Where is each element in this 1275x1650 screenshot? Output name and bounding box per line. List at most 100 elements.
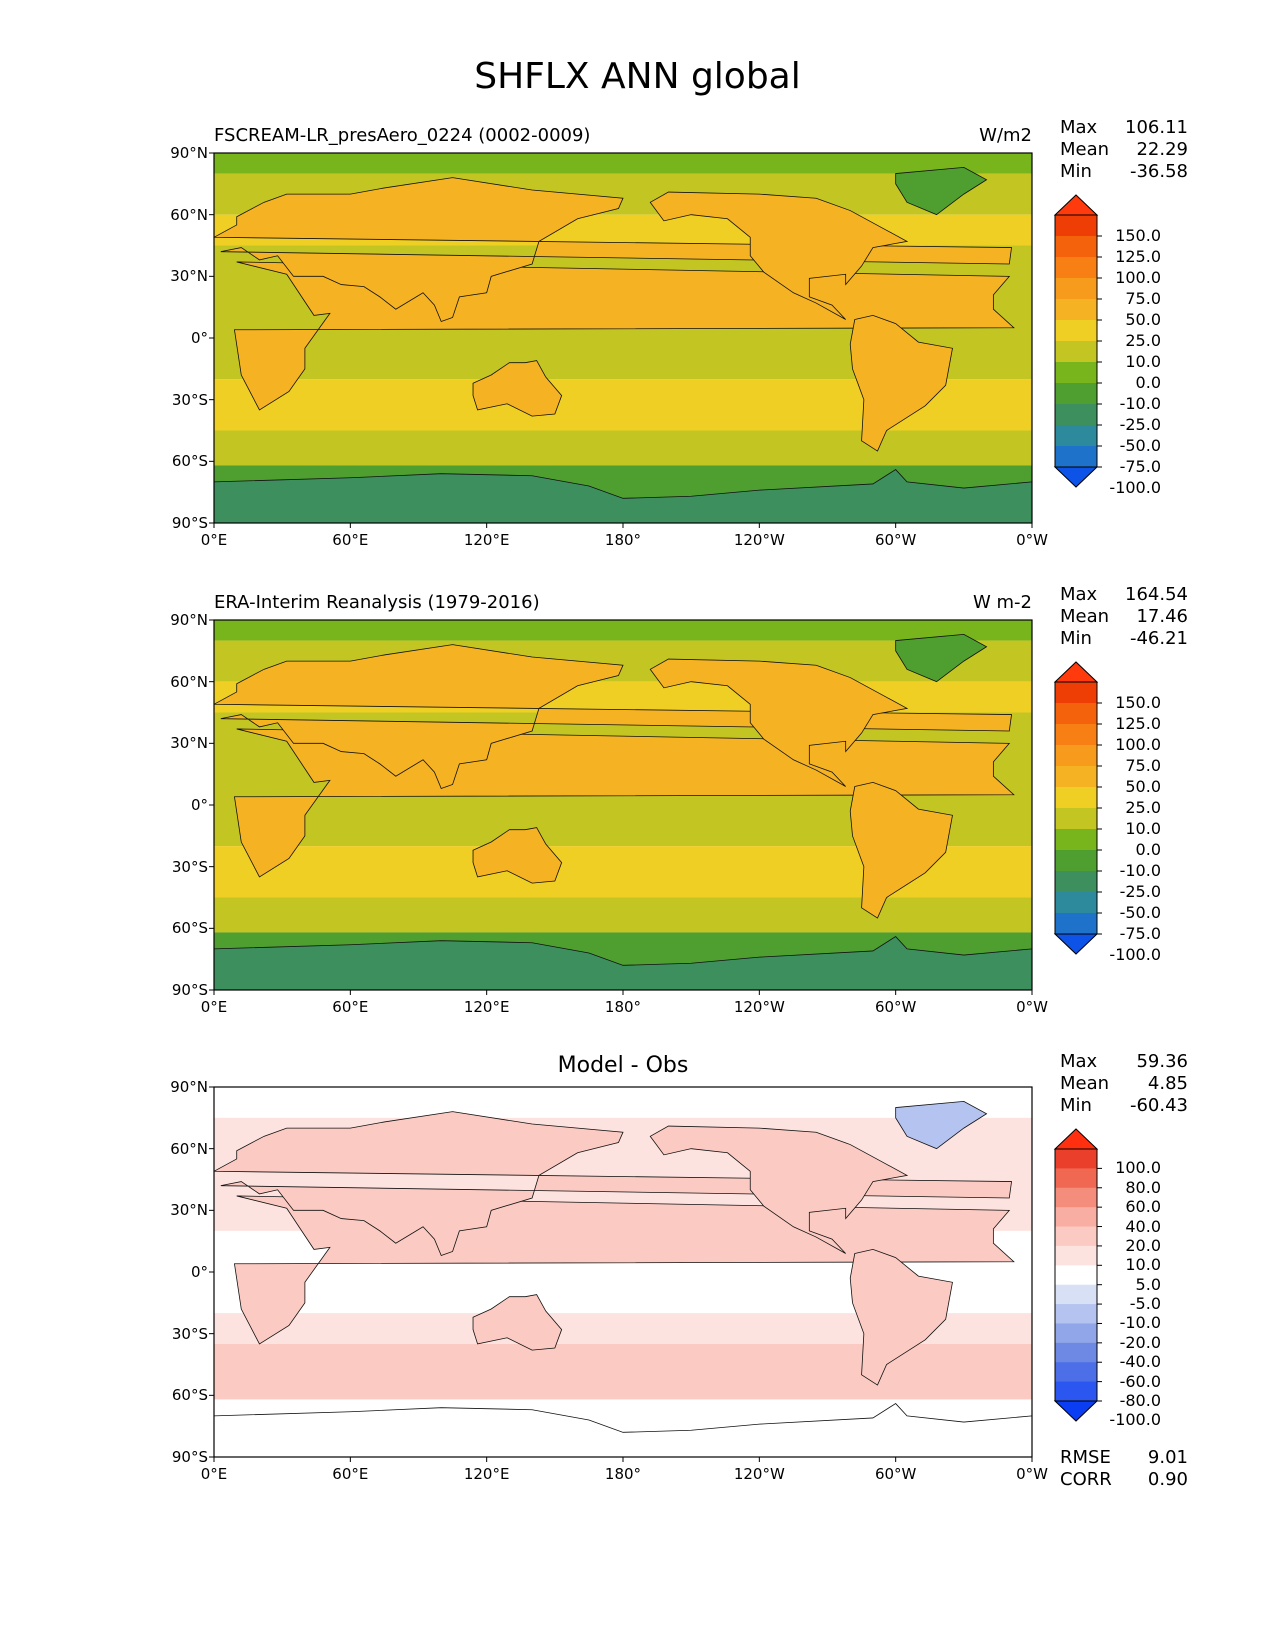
y-tick-label: 30°N — [170, 734, 208, 753]
colorbar-tick-label: 100.0 — [1115, 268, 1161, 287]
colorbar-tick-label: -10.0 — [1119, 394, 1161, 413]
colorbar-segment — [1055, 1381, 1097, 1402]
stat-rmse: RMSE 9.01 — [1060, 1447, 1188, 1469]
colorbar-segment — [1055, 257, 1097, 279]
colorbar-tick-label: -75.0 — [1119, 457, 1161, 476]
colorbar-segment — [1055, 383, 1097, 405]
colorbar-segment — [1055, 404, 1097, 426]
x-tick-label: 180° — [604, 531, 642, 549]
colorbar-tick-label: 50.0 — [1125, 310, 1161, 329]
colorbar-segment — [1055, 682, 1097, 704]
x-tick-label: 0°W — [1016, 998, 1048, 1016]
y-tick-label: 90°S — [171, 514, 208, 532]
y-tick-label: 60°S — [171, 452, 208, 471]
stat-value: 0.90 — [1147, 1469, 1188, 1490]
continent-eurasia — [214, 1111, 1013, 1257]
colorbar-segment — [1055, 850, 1097, 872]
y-tick-label: 60°N — [170, 672, 208, 691]
colorbar-tick-label: 75.0 — [1125, 756, 1161, 775]
colorbar-tick-label: -100.0 — [1109, 945, 1161, 964]
x-tick-label: 60°W — [874, 998, 917, 1016]
continent-antarctica — [214, 469, 1032, 523]
map-field — [214, 620, 1032, 990]
colorbar-tick-label: 150.0 — [1115, 693, 1161, 712]
x-tick-label: 180° — [604, 1465, 642, 1483]
x-tick-label: 180° — [604, 998, 642, 1016]
colorbar-tick-label: 125.0 — [1115, 247, 1161, 266]
stat-value: 17.46 — [1136, 606, 1188, 627]
y-tick-label: 90°N — [170, 1078, 208, 1096]
colorbar-extend-max — [1053, 661, 1099, 683]
colorbar-segment — [1055, 299, 1097, 321]
stat-value: 22.29 — [1136, 139, 1188, 160]
colorbar-tick-label: 10.0 — [1125, 352, 1161, 371]
continent-eurasia — [214, 177, 1013, 323]
stat-min: Min -60.43 — [1060, 1095, 1188, 1117]
y-tick-label: 30°S — [171, 857, 208, 876]
colorbar-tick-label: -50.0 — [1119, 903, 1161, 922]
y-tick-label: 0° — [190, 796, 208, 814]
stat-value: 4.85 — [1147, 1073, 1188, 1094]
colorbar-segment — [1055, 808, 1097, 830]
colorbar-tick-label: 5.0 — [1135, 1274, 1161, 1294]
colorbar-tick-label: -75.0 — [1119, 924, 1161, 943]
stat-label: Mean — [1060, 606, 1110, 627]
field-band — [214, 897, 1032, 933]
continent-namerica — [649, 658, 909, 787]
colorbar-segment — [1055, 236, 1097, 258]
stat-mean: Mean 17.46 — [1060, 606, 1188, 628]
colorbar-tick-label: -10.0 — [1119, 1313, 1161, 1333]
colorbar-extend-min — [1053, 466, 1099, 488]
colorbar-tick-label: -10.0 — [1119, 861, 1161, 880]
colorbar-segment — [1055, 1362, 1097, 1383]
continent-samerica — [849, 1248, 953, 1386]
stat-value: -46.21 — [1129, 628, 1188, 649]
continent-australia — [472, 360, 563, 417]
stat-label: Mean — [1060, 1073, 1110, 1094]
stat-max: Max 59.36 — [1060, 1051, 1188, 1073]
stat-min: Min -36.58 — [1060, 161, 1188, 183]
colorbar-segment — [1055, 1149, 1097, 1169]
colorbar-segment — [1055, 1245, 1097, 1266]
y-tick-label: 0° — [190, 329, 208, 347]
colorbar-tick-label: 0.0 — [1135, 840, 1161, 859]
colorbar-segment — [1055, 1284, 1097, 1305]
colorbar — [1053, 661, 1102, 955]
x-tick-label: 60°E — [332, 998, 369, 1016]
x-tick-label: 60°E — [332, 531, 369, 549]
stat-value: 164.54 — [1125, 584, 1188, 605]
continent-samerica — [849, 314, 953, 452]
field-band — [214, 153, 1032, 174]
panel-left-title: ERA-Interim Reanalysis (1979-2016) — [214, 592, 540, 613]
colorbar-segment — [1055, 320, 1097, 342]
map-field — [214, 1087, 1032, 1457]
colorbar-tick-label: 100.0 — [1115, 1158, 1161, 1178]
x-tick-label: 0°W — [1016, 531, 1048, 549]
colorbar-tick-label: 10.0 — [1125, 819, 1161, 838]
x-tick-label: 60°W — [874, 1465, 917, 1483]
panel-units: W m-2 — [972, 592, 1032, 613]
continent-namerica — [649, 191, 909, 320]
panel-center-title: Model - Obs — [557, 1053, 689, 1078]
colorbar-tick-label: 40.0 — [1125, 1216, 1161, 1236]
colorbar-tick-label: 20.0 — [1125, 1235, 1161, 1255]
colorbar-segment — [1055, 871, 1097, 893]
stat-label: RMSE — [1060, 1447, 1111, 1468]
panel-1 — [209, 152, 1102, 528]
stat-label: Mean — [1060, 139, 1110, 160]
colorbar-tick-label: -80.0 — [1119, 1391, 1161, 1410]
x-tick-label: 60°E — [332, 1465, 369, 1483]
y-tick-label: 30°S — [171, 390, 208, 409]
y-tick-label: 90°S — [171, 981, 208, 999]
continent-namerica — [649, 1125, 909, 1254]
colorbar-tick-label: 10.0 — [1125, 1255, 1161, 1275]
stat-corr: CORR 0.90 — [1060, 1469, 1188, 1491]
colorbar-segment — [1055, 892, 1097, 914]
colorbar-segment — [1055, 766, 1097, 788]
colorbar — [1053, 194, 1102, 488]
y-tick-label: 30°N — [170, 1201, 208, 1220]
continent-greenland — [895, 1100, 988, 1150]
x-tick-label: 120°E — [463, 1465, 510, 1483]
colorbar-segment — [1055, 425, 1097, 447]
